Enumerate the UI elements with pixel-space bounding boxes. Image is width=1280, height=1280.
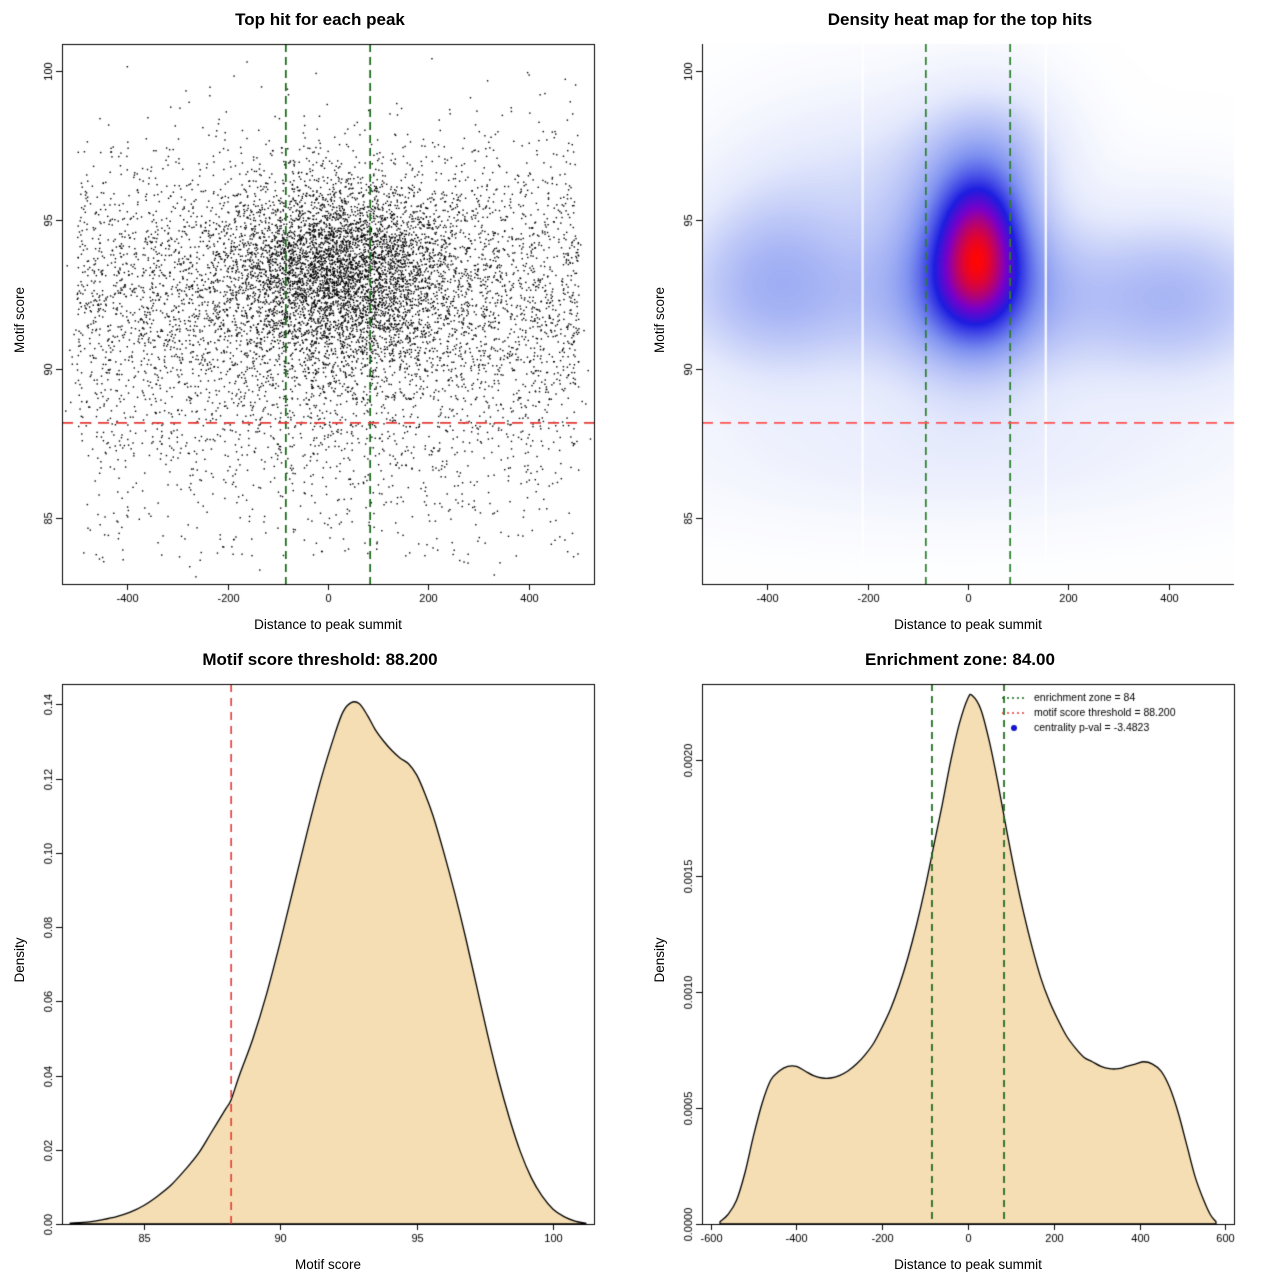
scatter-ylabel: Motif score xyxy=(12,286,27,354)
enrichment-ylabel: Density xyxy=(652,937,667,983)
score-density-ylabel: Density xyxy=(12,937,27,983)
heatmap-ylabel: Motif score xyxy=(652,286,667,354)
enrichment-xlabel: Distance to peak summit xyxy=(894,1257,1042,1272)
enrichment-title: Enrichment zone: 84.00 xyxy=(865,650,1055,669)
scatter-plot-canvas xyxy=(0,0,640,640)
enrichment-density-canvas xyxy=(640,640,1280,1280)
score-density-xlabel: Motif score xyxy=(294,1257,362,1272)
score-density-title: Motif score threshold: 88.200 xyxy=(202,650,438,669)
heatmap-title: Density heat map for the top hits xyxy=(827,10,1093,29)
panel-enrichment-zone-density: Enrichment zone: 84.00 Distance to peak … xyxy=(640,640,1280,1280)
panel-motif-score-density: Motif score threshold: 88.200 Motif scor… xyxy=(0,640,640,1280)
scatter-xlabel: Distance to peak summit xyxy=(254,617,402,632)
panel-scatter-top-hits: Top hit for each peak Distance to peak s… xyxy=(0,0,640,640)
scatter-title: Top hit for each peak xyxy=(235,10,405,29)
score-density-canvas xyxy=(0,640,640,1280)
heatmap-plot-canvas xyxy=(640,0,1280,640)
panel-density-heatmap: Density heat map for the top hits Distan… xyxy=(640,0,1280,640)
heatmap-xlabel: Distance to peak summit xyxy=(894,617,1042,632)
